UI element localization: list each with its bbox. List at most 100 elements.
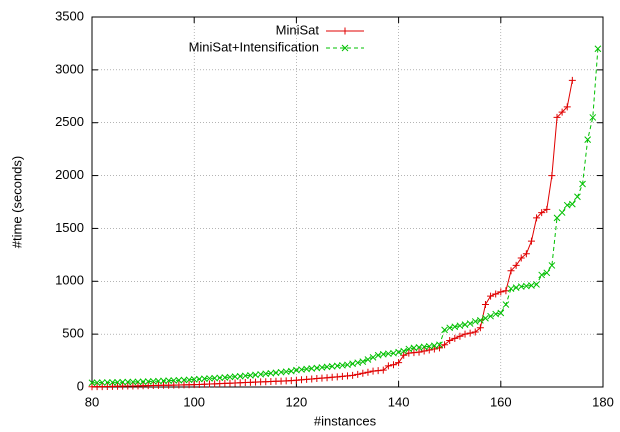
point bbox=[400, 347, 408, 355]
point bbox=[124, 378, 132, 386]
point bbox=[88, 379, 96, 387]
point bbox=[446, 336, 454, 344]
point bbox=[206, 375, 213, 382]
point bbox=[341, 44, 349, 52]
point bbox=[507, 285, 515, 293]
point bbox=[395, 359, 403, 367]
point bbox=[553, 113, 561, 121]
point bbox=[533, 214, 541, 222]
point bbox=[405, 345, 413, 353]
point bbox=[461, 321, 469, 328]
series-line bbox=[91, 48, 599, 384]
point bbox=[451, 334, 459, 342]
y-tick-label: 1500 bbox=[55, 220, 84, 235]
point bbox=[155, 377, 162, 385]
point bbox=[175, 376, 183, 384]
point bbox=[93, 379, 101, 387]
point bbox=[594, 45, 602, 53]
point bbox=[522, 250, 530, 258]
point bbox=[441, 326, 448, 334]
point bbox=[543, 269, 551, 277]
point bbox=[344, 361, 351, 369]
point bbox=[527, 237, 535, 245]
point bbox=[543, 205, 551, 213]
point bbox=[359, 358, 367, 365]
point bbox=[364, 356, 372, 363]
x-tick-label: 140 bbox=[388, 394, 410, 409]
point bbox=[563, 103, 571, 111]
point bbox=[558, 108, 566, 116]
x-tick-label: 100 bbox=[183, 394, 205, 409]
point bbox=[195, 375, 203, 383]
point bbox=[160, 377, 167, 385]
point bbox=[349, 360, 356, 368]
point bbox=[548, 172, 556, 180]
point bbox=[553, 214, 561, 222]
point bbox=[558, 209, 566, 216]
point bbox=[349, 371, 357, 379]
point bbox=[507, 267, 515, 275]
point bbox=[466, 329, 474, 337]
y-tick-label: 0 bbox=[77, 378, 84, 393]
point bbox=[446, 324, 454, 332]
point bbox=[533, 281, 540, 288]
point bbox=[395, 348, 402, 356]
point bbox=[471, 318, 479, 325]
point bbox=[354, 359, 362, 367]
point bbox=[568, 76, 576, 84]
point bbox=[410, 349, 418, 357]
point bbox=[476, 324, 484, 332]
y-tick-label: 2500 bbox=[55, 114, 84, 129]
point bbox=[451, 323, 459, 331]
point bbox=[134, 378, 142, 386]
point bbox=[369, 367, 377, 375]
point bbox=[359, 369, 367, 377]
point bbox=[456, 322, 464, 330]
point bbox=[517, 254, 525, 262]
point bbox=[574, 193, 581, 201]
point bbox=[369, 354, 377, 361]
point bbox=[415, 348, 423, 356]
y-tick-label: 3000 bbox=[55, 61, 84, 76]
series-line bbox=[91, 80, 573, 388]
point bbox=[528, 282, 535, 289]
point bbox=[589, 114, 597, 121]
point bbox=[492, 290, 500, 298]
point bbox=[114, 378, 121, 386]
legend-label: MiniSat bbox=[276, 22, 320, 37]
y-tick-label: 3500 bbox=[55, 8, 84, 23]
x-tick-label: 180 bbox=[592, 394, 614, 409]
point bbox=[420, 347, 428, 355]
point bbox=[149, 377, 157, 385]
point bbox=[374, 367, 382, 375]
point bbox=[482, 314, 489, 322]
point bbox=[129, 378, 137, 386]
point bbox=[538, 209, 546, 217]
point bbox=[579, 180, 586, 188]
point bbox=[190, 376, 198, 383]
point bbox=[436, 341, 443, 349]
point bbox=[98, 379, 106, 386]
point bbox=[487, 292, 495, 300]
legend-label: MiniSat+Intensification bbox=[189, 39, 319, 54]
point bbox=[341, 27, 349, 35]
point bbox=[103, 379, 111, 386]
point bbox=[563, 201, 571, 209]
point bbox=[389, 361, 397, 369]
point bbox=[497, 309, 505, 317]
point bbox=[364, 368, 372, 376]
point bbox=[441, 341, 449, 349]
point bbox=[170, 377, 178, 384]
point bbox=[512, 284, 520, 291]
point bbox=[144, 378, 152, 385]
point bbox=[461, 330, 469, 338]
point bbox=[538, 271, 546, 279]
point bbox=[512, 261, 520, 269]
y-tick-label: 1000 bbox=[55, 273, 84, 288]
point bbox=[109, 378, 116, 386]
point bbox=[568, 200, 576, 208]
point bbox=[201, 375, 208, 383]
point bbox=[502, 301, 510, 308]
x-tick-label: 120 bbox=[286, 394, 308, 409]
